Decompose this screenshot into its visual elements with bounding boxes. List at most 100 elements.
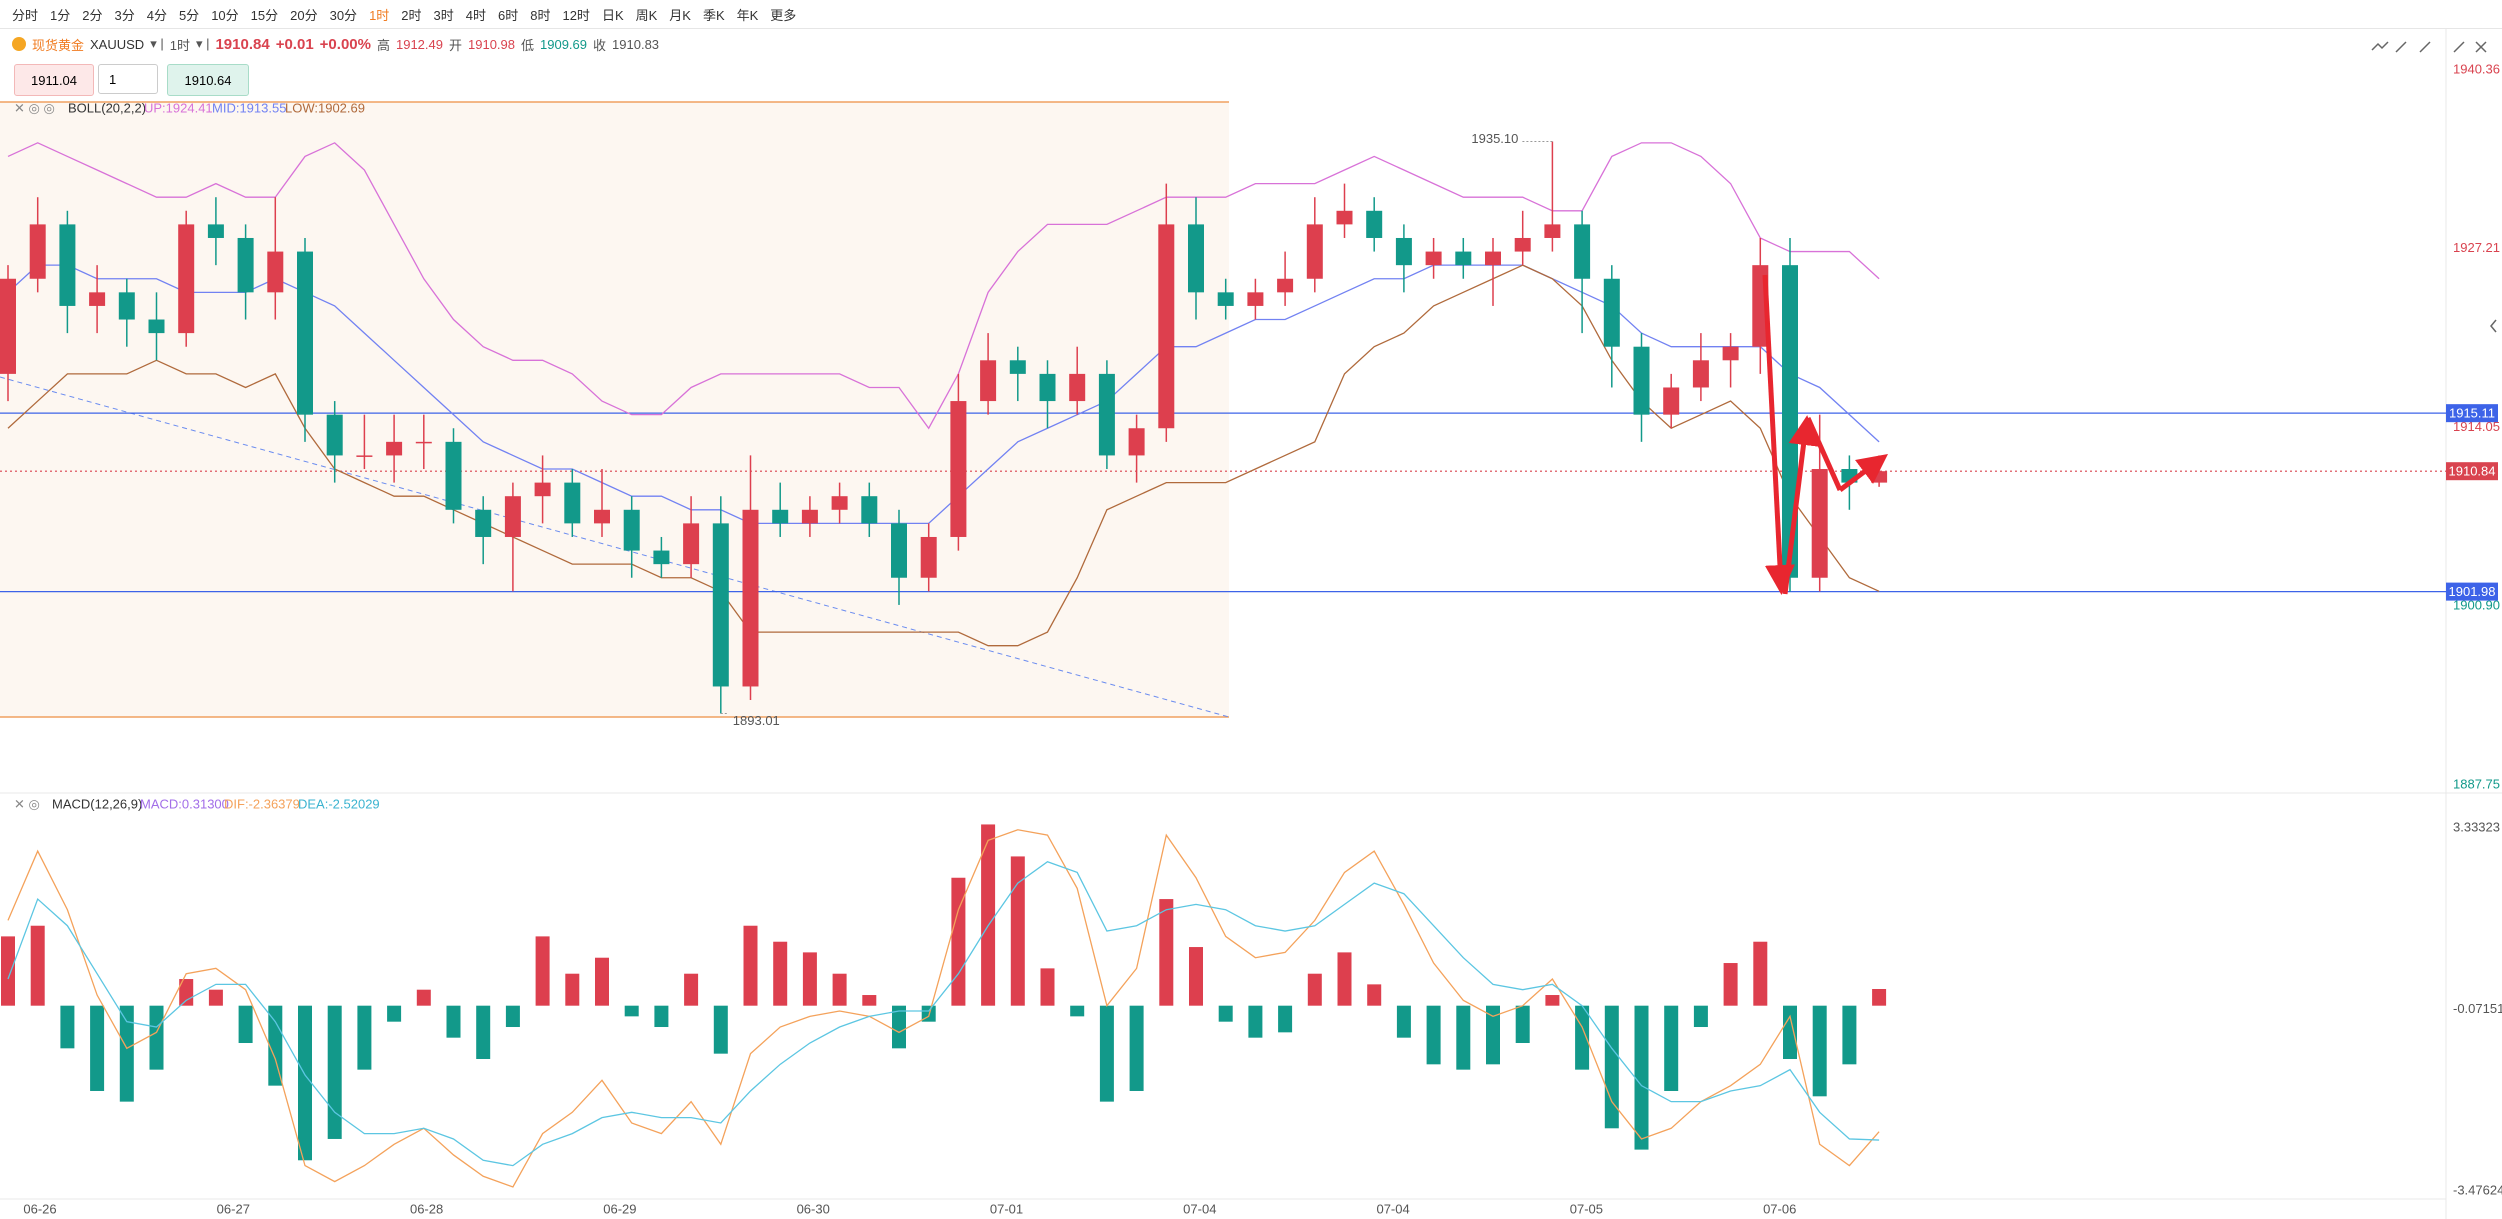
low: 1909.69 <box>540 36 588 52</box>
period-tab[interactable]: 周K <box>635 7 658 23</box>
candle-body <box>1782 265 1798 578</box>
macd-bar <box>892 1005 906 1049</box>
macd-bar <box>1040 968 1055 1006</box>
drawing-tools[interactable] <box>2027 7 2502 333</box>
macd-bar <box>1723 963 1738 1006</box>
macd-bar <box>357 1005 372 1070</box>
period-tab[interactable]: 2分 <box>82 7 103 23</box>
macd-label: MACD:0.31300 <box>140 796 229 811</box>
boll-name: BOLL(20,2,2) <box>68 100 146 115</box>
macd-bar <box>1842 1005 1857 1065</box>
candle-body <box>1663 387 1680 415</box>
macd-bar <box>119 1005 134 1102</box>
period-tab[interactable]: 4分 <box>146 7 167 23</box>
candle-body <box>742 509 759 687</box>
macd-bar <box>1129 1005 1144 1091</box>
period-tab[interactable]: 分时 <box>12 7 39 23</box>
macd-bar <box>327 1005 342 1139</box>
macd-bar <box>505 1005 520 1028</box>
price-tick-label: 1900.90 <box>2453 598 2500 613</box>
date-label: 06-30 <box>797 1201 830 1216</box>
period-tab[interactable]: 10分 <box>211 7 239 23</box>
sell-button[interactable]: 1911.04 <box>14 64 94 96</box>
candle-body <box>118 292 135 320</box>
macd-bar <box>1426 1005 1441 1065</box>
macd-bar <box>1664 1005 1679 1091</box>
period-tab[interactable]: 1时 <box>369 7 390 23</box>
candle-body <box>1514 237 1531 252</box>
price-badge-label: 1910.84 <box>2449 464 2496 479</box>
boll-mid <box>7 264 1880 525</box>
period-tab[interactable]: 4时 <box>465 7 486 23</box>
candle-body <box>207 224 224 238</box>
date-label: 07-01 <box>990 1201 1023 1216</box>
dea-label: DEA:-2.52029 <box>298 796 380 811</box>
open-label: 开 <box>448 37 462 53</box>
period-tab[interactable]: 20分 <box>290 7 318 23</box>
symbol-code[interactable]: XAUUSD <box>90 36 145 52</box>
macd-bar <box>1693 1005 1708 1028</box>
low-label: 低 <box>521 37 535 53</box>
macd-bar <box>60 1005 75 1049</box>
period-tab[interactable]: 15分 <box>250 7 279 23</box>
symbol-name[interactable]: 现货黄金 <box>32 37 85 53</box>
period-tab[interactable]: 日K <box>601 7 624 23</box>
period-tab[interactable]: 6时 <box>498 7 519 23</box>
macd-bar <box>1396 1005 1411 1038</box>
candle-body <box>772 509 789 524</box>
date-label: 06-27 <box>217 1201 250 1216</box>
date-label: 07-05 <box>1570 1201 1603 1216</box>
change-pct: +0.00% <box>319 35 371 53</box>
open: 1910.98 <box>468 36 515 52</box>
macd-bar <box>1783 1005 1797 1059</box>
macd-bar <box>713 1005 728 1054</box>
buy-button[interactable]: 1910.64 <box>167 64 249 96</box>
change: +0.01 <box>275 35 314 53</box>
macd-bar <box>90 1005 105 1091</box>
high-label: 高 <box>376 37 390 53</box>
drawn-arrows <box>1762 274 1888 595</box>
candle-body <box>1247 292 1264 306</box>
macd-bar <box>684 973 699 1006</box>
price-badge <box>2446 462 2498 481</box>
period-tab[interactable]: 2时 <box>401 7 422 23</box>
period-tab[interactable]: 1分 <box>50 7 71 23</box>
candle-body <box>1722 346 1739 361</box>
price-badge <box>2446 582 2498 601</box>
price-tick-label: 1887.75 <box>2453 776 2500 791</box>
qty-input[interactable]: 1 <box>98 64 158 94</box>
period-tab[interactable]: 12时 <box>562 7 590 23</box>
candle-body <box>1425 251 1442 266</box>
macd-bar <box>1486 1005 1500 1065</box>
period-tab[interactable]: 3分 <box>114 7 135 23</box>
period-tab[interactable]: 5分 <box>178 7 200 23</box>
macd-bar <box>1189 947 1203 1006</box>
macd-bar <box>595 957 609 1006</box>
annotation-label: 1935.10 <box>1471 131 1518 146</box>
macd-bar <box>1218 1005 1233 1022</box>
period-tab[interactable]: 月K <box>669 7 691 23</box>
candle-body <box>267 251 284 293</box>
candle-body <box>415 441 432 444</box>
macd-bar <box>416 989 431 1006</box>
period[interactable]: 1时 <box>169 37 190 53</box>
more-menu[interactable]: 更多 <box>770 7 797 23</box>
period-tab[interactable]: 30分 <box>329 7 358 23</box>
period-tab[interactable]: 年K <box>736 7 759 23</box>
legend-close[interactable]: ✕ ◎ ◎ <box>14 100 55 115</box>
dropdown[interactable]: ▾ | <box>195 36 210 51</box>
legend-close[interactable]: ✕ ◎ <box>14 796 40 811</box>
macd-bar <box>624 1005 639 1017</box>
period-tab[interactable]: 季K <box>702 7 725 23</box>
macd-bar <box>1 936 15 1006</box>
period-tab[interactable]: 8时 <box>530 7 551 23</box>
macd-bar <box>1278 1005 1293 1033</box>
macd-bar <box>1010 856 1025 1006</box>
dropdown[interactable]: ▾ | <box>150 36 164 51</box>
period-tab[interactable]: 3时 <box>433 7 454 23</box>
boll-low-label: LOW:1902.69 <box>285 100 365 115</box>
range-box <box>0 102 1229 717</box>
price-tick-label: 1927.21 <box>2453 240 2500 255</box>
candle-body <box>861 496 878 524</box>
